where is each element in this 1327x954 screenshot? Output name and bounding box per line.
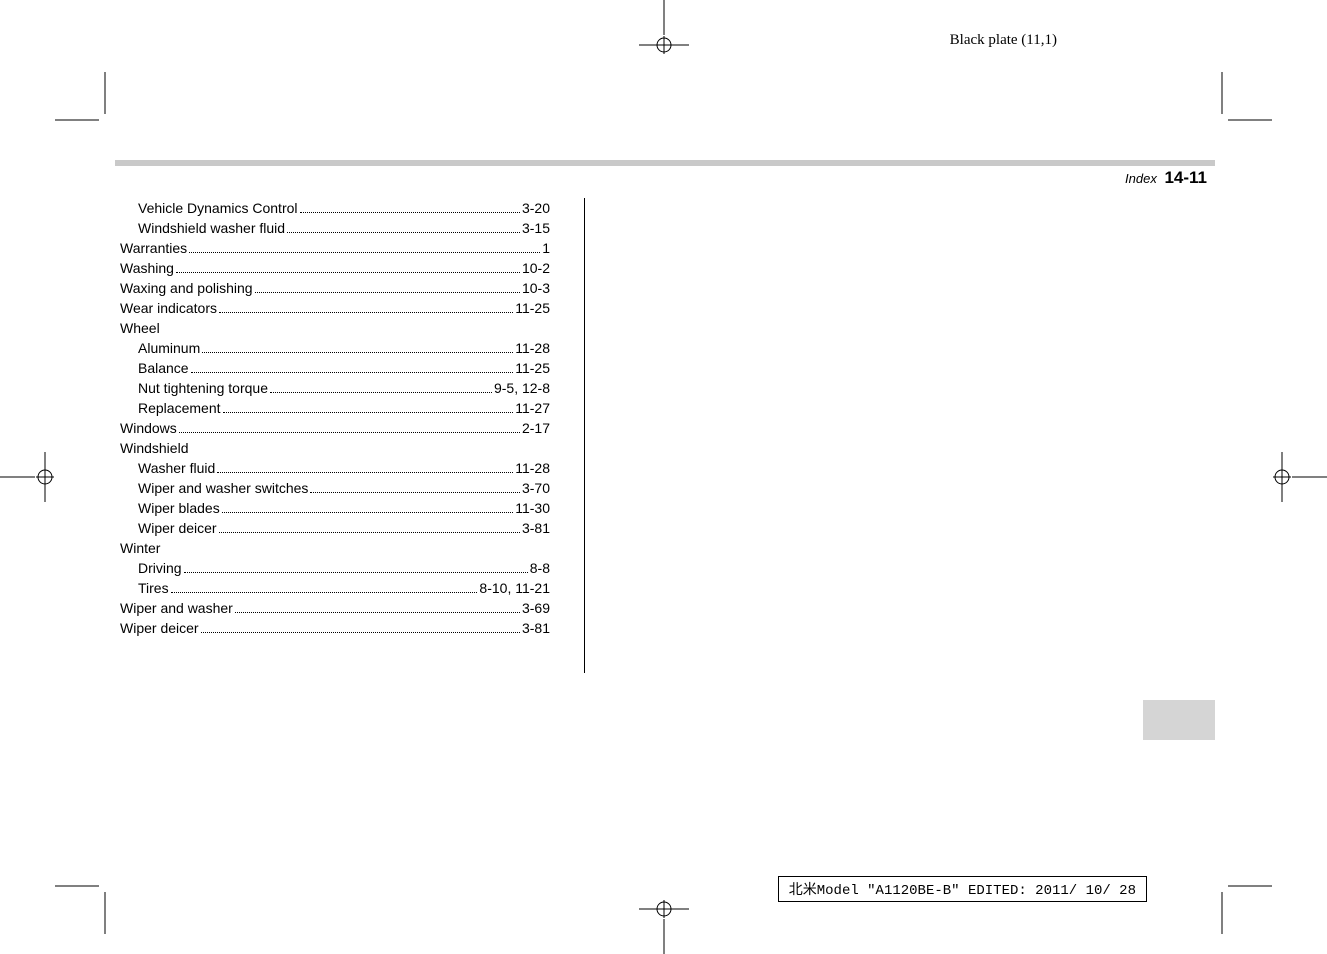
entry-leader-dots xyxy=(217,472,513,473)
entry-label: Wiper deicer xyxy=(120,618,199,638)
entry-leader-dots xyxy=(184,572,528,573)
entry-page: 3-81 xyxy=(522,618,550,638)
entry-label: Nut tightening torque xyxy=(138,378,268,398)
entry-leader-dots xyxy=(191,372,514,373)
crop-mark-top xyxy=(639,0,689,60)
entry-label: Balance xyxy=(138,358,189,378)
index-entry: Washer fluid 11-28 xyxy=(120,458,550,478)
header-page-number: 14-11 xyxy=(1164,168,1207,187)
entry-label: Winter xyxy=(120,538,160,558)
index-entry: Wiper and washer 3-69 xyxy=(120,598,550,618)
entry-page: 3-70 xyxy=(522,478,550,498)
entry-label: Washing xyxy=(120,258,174,278)
sidebar-tab xyxy=(1143,700,1215,740)
entry-leader-dots xyxy=(287,232,520,233)
entry-leader-dots xyxy=(219,532,520,533)
entry-label: Vehicle Dynamics Control xyxy=(138,198,298,218)
entry-page: 10-3 xyxy=(522,278,550,298)
index-entry: Aluminum 11-28 xyxy=(120,338,550,358)
entry-label: Tires xyxy=(138,578,169,598)
crop-mark-bottom xyxy=(639,894,689,954)
entry-leader-dots xyxy=(171,592,478,593)
entry-leader-dots xyxy=(270,392,492,393)
entry-leader-dots xyxy=(219,312,513,313)
index-content: Vehicle Dynamics Control3-20Windshield w… xyxy=(120,198,550,638)
black-plate-label: Black plate (11,1) xyxy=(950,32,1057,49)
entry-label: Wear indicators xyxy=(120,298,217,318)
index-entry: Washing 10-2 xyxy=(120,258,550,278)
index-entry: Wiper deicer 3-81 xyxy=(120,618,550,638)
index-entry: Vehicle Dynamics Control 3-20 xyxy=(120,198,550,218)
entry-leader-dots xyxy=(310,492,520,493)
index-entry: Waxing and polishing 10-3 xyxy=(120,278,550,298)
entry-page: 1 xyxy=(542,238,550,258)
entry-leader-dots xyxy=(222,512,514,513)
entry-label: Windows xyxy=(120,418,177,438)
entry-leader-dots xyxy=(189,252,540,253)
corner-mark-br xyxy=(1202,864,1272,934)
entry-leader-dots xyxy=(255,292,520,293)
entry-page: 3-20 xyxy=(522,198,550,218)
entry-label: Windshield xyxy=(120,438,188,458)
index-word: Index xyxy=(1125,171,1157,186)
index-entry: Balance 11-25 xyxy=(120,358,550,378)
entry-page: 11-25 xyxy=(515,298,550,318)
entry-page: 11-27 xyxy=(515,398,550,418)
index-entry: Wheel xyxy=(120,318,550,338)
index-entry: Warranties 1 xyxy=(120,238,550,258)
entry-leader-dots xyxy=(223,412,514,413)
entry-page: 9-5, 12-8 xyxy=(494,378,550,398)
entry-label: Wheel xyxy=(120,318,160,338)
index-entry: Driving 8-8 xyxy=(120,558,550,578)
entry-page: 3-81 xyxy=(522,518,550,538)
entry-label: Washer fluid xyxy=(138,458,215,478)
entry-label: Wiper and washer xyxy=(120,598,233,618)
index-entry: Nut tightening torque 9-5, 12-8 xyxy=(120,378,550,398)
index-entry: Wiper blades 11-30 xyxy=(120,498,550,518)
corner-mark-bl xyxy=(55,864,125,934)
entry-page: 8-8 xyxy=(530,558,550,578)
index-entry: Tires 8-10, 11-21 xyxy=(120,578,550,598)
entry-page: 2-17 xyxy=(522,418,550,438)
index-entry: Wiper and washer switches 3-70 xyxy=(120,478,550,498)
entry-page: 3-69 xyxy=(522,598,550,618)
index-entry: Wear indicators 11-25 xyxy=(120,298,550,318)
column-separator xyxy=(584,198,585,673)
entry-page: 3-15 xyxy=(522,218,550,238)
crop-mark-right xyxy=(1267,452,1327,502)
entry-leader-dots xyxy=(176,272,520,273)
index-entry: Replacement 11-27 xyxy=(120,398,550,418)
entry-label: Windshield washer fluid xyxy=(138,218,285,238)
entry-label: Wiper blades xyxy=(138,498,220,518)
header-label: Index 14-11 xyxy=(1125,168,1207,188)
entry-page: 8-10, 11-21 xyxy=(479,578,550,598)
header-bar xyxy=(115,160,1215,166)
index-entry: Wiper deicer 3-81 xyxy=(120,518,550,538)
entry-page: 10-2 xyxy=(522,258,550,278)
entry-leader-dots xyxy=(235,612,520,613)
entry-leader-dots xyxy=(201,632,520,633)
footer-model-info: 北米Model "A1120BE-B" EDITED: 2011/ 10/ 28 xyxy=(778,876,1147,902)
entry-leader-dots xyxy=(179,432,520,433)
index-entry: Windshield washer fluid 3-15 xyxy=(120,218,550,238)
entry-leader-dots xyxy=(300,212,520,213)
entry-label: Wiper deicer xyxy=(138,518,217,538)
entry-page: 11-25 xyxy=(515,358,550,378)
index-entry: Windshield xyxy=(120,438,550,458)
entry-leader-dots xyxy=(202,352,513,353)
crop-mark-left xyxy=(0,452,60,502)
corner-mark-tl xyxy=(55,72,125,142)
entry-label: Wiper and washer switches xyxy=(138,478,308,498)
entry-page: 11-28 xyxy=(515,338,550,358)
entry-label: Driving xyxy=(138,558,182,578)
corner-mark-tr xyxy=(1202,72,1272,142)
index-entry: Windows 2-17 xyxy=(120,418,550,438)
entry-page: 11-30 xyxy=(515,498,550,518)
index-entry: Winter xyxy=(120,538,550,558)
entry-label: Replacement xyxy=(138,398,221,418)
entry-label: Waxing and polishing xyxy=(120,278,253,298)
entry-label: Warranties xyxy=(120,238,187,258)
entry-label: Aluminum xyxy=(138,338,200,358)
entry-page: 11-28 xyxy=(515,458,550,478)
